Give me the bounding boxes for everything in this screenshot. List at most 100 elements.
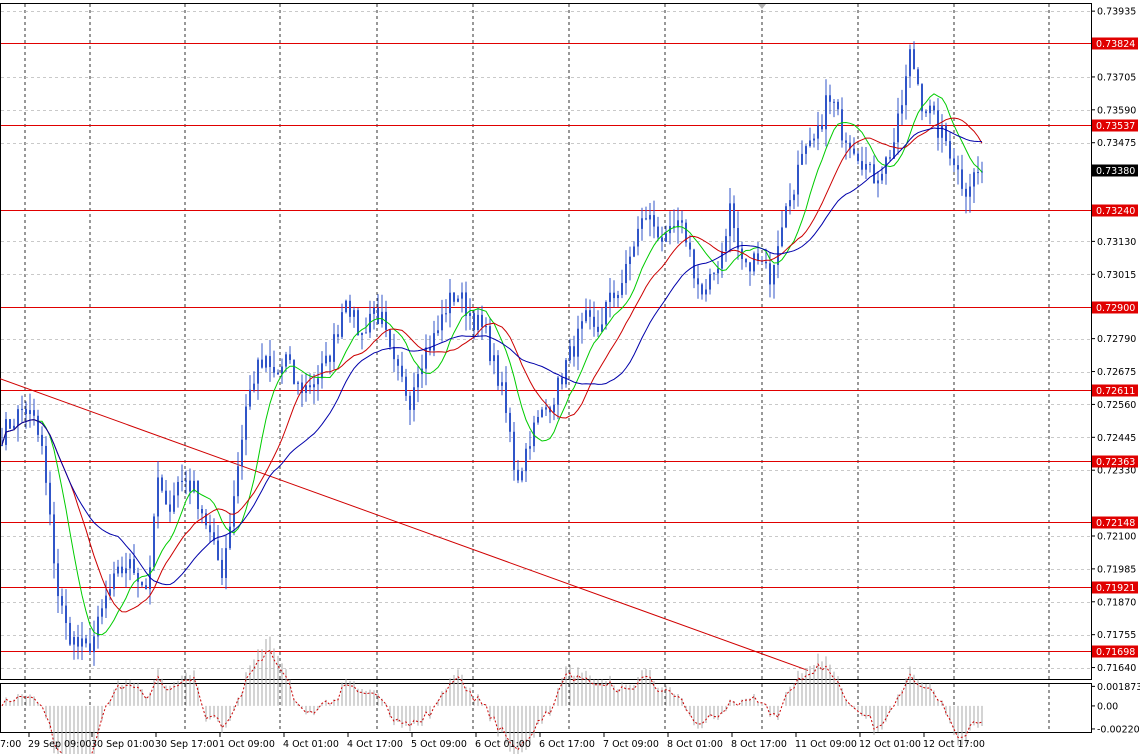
horizontal-levels	[1, 43, 1091, 652]
candle-body	[813, 138, 815, 141]
candle-body	[865, 164, 867, 170]
candle-body	[957, 165, 959, 170]
candle-body	[641, 218, 643, 229]
level-label: 0.73240	[1096, 206, 1135, 217]
candle-body	[25, 408, 27, 415]
candle-body	[677, 220, 679, 228]
candle-body	[589, 310, 591, 317]
candle-body	[249, 389, 251, 407]
candle-body	[185, 480, 187, 482]
level-label-bg	[1092, 37, 1138, 50]
current-price-bg	[1092, 164, 1138, 177]
candle-body	[929, 105, 931, 114]
candle-body	[229, 526, 231, 549]
candle-body	[817, 125, 819, 139]
candle-body	[769, 263, 771, 285]
candle-body	[13, 425, 15, 429]
candle-body	[681, 220, 683, 223]
candle-body	[161, 477, 163, 491]
candle-body	[625, 264, 627, 284]
candle-body	[89, 643, 91, 653]
candle-body	[537, 416, 539, 423]
candle-body	[189, 480, 191, 492]
candle-body	[1, 444, 3, 446]
candle-body	[237, 466, 239, 497]
candle-body	[37, 415, 39, 435]
level-label-bg	[1092, 119, 1138, 132]
candle-body	[697, 278, 699, 285]
candle-body	[201, 508, 203, 514]
candle-body	[441, 314, 443, 331]
candle-body	[381, 311, 383, 325]
candle-body	[837, 101, 839, 110]
candle-body	[77, 637, 79, 647]
level-label-bg	[1092, 384, 1138, 397]
candle-body	[445, 313, 447, 315]
candle-body	[525, 448, 527, 472]
candle-body	[385, 311, 387, 330]
candle-body	[397, 359, 399, 366]
moving-average-line	[1, 127, 983, 586]
candle-body	[313, 384, 315, 388]
candle-body	[529, 446, 531, 449]
candle-body	[605, 301, 607, 325]
candle-body	[841, 109, 843, 141]
candle-body	[925, 111, 927, 114]
level-label-bg	[1092, 455, 1138, 468]
candle-body	[849, 142, 851, 149]
candle-body	[465, 292, 467, 316]
y-tick-label: 0.71870	[1097, 597, 1136, 608]
candle-body	[145, 585, 147, 590]
level-label-bg	[1092, 301, 1138, 314]
y-tick-label: 0.73935	[1097, 7, 1136, 18]
chart-shift-marker[interactable]	[758, 4, 766, 9]
candle-body	[545, 407, 547, 410]
candle-body	[109, 589, 111, 596]
candle-body	[213, 532, 215, 541]
candle-body	[113, 573, 115, 590]
candle-body	[433, 333, 435, 351]
candle-body	[905, 76, 907, 106]
candle-body	[561, 377, 563, 385]
candle-body	[893, 142, 895, 159]
y-tick-label: 0.72330	[1097, 466, 1136, 477]
candle-body	[377, 307, 379, 325]
candle-body	[593, 316, 595, 327]
candle-body	[221, 559, 223, 578]
candle-body	[857, 153, 859, 162]
candle-body	[245, 406, 247, 440]
moving-average-line	[1, 93, 983, 636]
candle-body	[121, 566, 123, 574]
moving-averages	[1, 93, 983, 636]
candle-body	[333, 334, 335, 362]
candle-body	[317, 378, 319, 385]
candle-body	[961, 169, 963, 189]
candle-body	[701, 284, 703, 295]
candle-body	[969, 186, 971, 197]
candle-body	[933, 105, 935, 111]
candle-body	[921, 84, 923, 112]
candle-body	[133, 559, 135, 574]
candle-body	[913, 49, 915, 70]
candle-body	[897, 113, 899, 143]
candle-body	[49, 482, 51, 515]
candle-body	[253, 383, 255, 390]
price-panel	[0, 3, 1092, 680]
candle-body	[869, 164, 871, 166]
y-tick-label: 0.73475	[1097, 138, 1136, 149]
candle-body	[501, 382, 503, 386]
current-price-text: 0.73380	[1096, 166, 1135, 177]
candle-body	[309, 385, 311, 388]
candle-body	[749, 262, 751, 272]
candle-body	[673, 226, 675, 228]
x-tick-label: 4 Oct 01:00	[283, 739, 339, 750]
candle-body	[489, 326, 491, 362]
x-tick-label: 8 Oct 01:00	[667, 739, 723, 750]
candle-body	[81, 638, 83, 647]
candle-body	[753, 253, 755, 272]
x-tick-label: 30 Sep 17:00	[155, 739, 218, 750]
candle-body	[493, 355, 495, 362]
candle-body	[553, 404, 555, 413]
